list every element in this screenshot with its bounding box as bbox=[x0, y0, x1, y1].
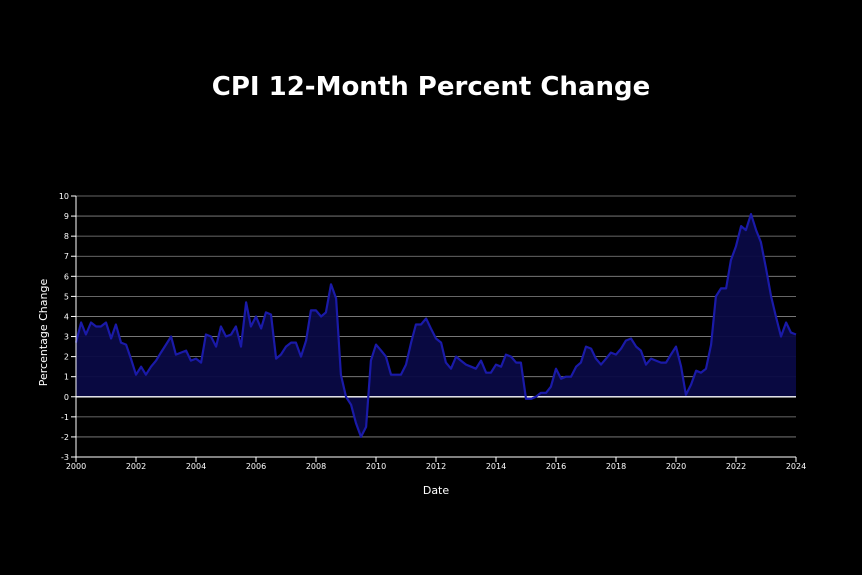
y-tick: 0 bbox=[64, 393, 76, 402]
y-tick: 10 bbox=[59, 192, 76, 201]
axes bbox=[75, 196, 796, 458]
x-axis-label: Date bbox=[423, 484, 450, 497]
x-tick: 2024 bbox=[786, 457, 806, 471]
x-tick-label: 2010 bbox=[366, 462, 386, 471]
x-tick: 2012 bbox=[426, 457, 446, 471]
x-tick: 2016 bbox=[546, 457, 566, 471]
x-tick: 2008 bbox=[306, 457, 326, 471]
x-tick: 2006 bbox=[246, 457, 266, 471]
y-tick-label: 2 bbox=[64, 353, 69, 362]
x-tick-label: 2004 bbox=[186, 462, 206, 471]
x-tick-label: 2020 bbox=[666, 462, 686, 471]
x-tick-label: 2014 bbox=[486, 462, 506, 471]
x-tick-label: 2022 bbox=[726, 462, 746, 471]
x-tick: 2000 bbox=[66, 457, 86, 471]
x-tick-label: 2016 bbox=[546, 462, 566, 471]
chart-title: CPI 12-Month Percent Change bbox=[211, 72, 651, 102]
x-tick-label: 2024 bbox=[786, 462, 806, 471]
y-tick: 2 bbox=[64, 353, 76, 362]
x-tick: 2018 bbox=[606, 457, 626, 471]
x-tick-label: 2000 bbox=[66, 462, 86, 471]
x-tick-label: 2006 bbox=[246, 462, 266, 471]
x-tick-label: 2002 bbox=[126, 462, 146, 471]
y-tick-label: 8 bbox=[64, 232, 69, 241]
y-tick-label: 3 bbox=[64, 333, 69, 342]
y-tick-label: 4 bbox=[64, 312, 69, 321]
x-tick-label: 2008 bbox=[306, 462, 326, 471]
y-axis-ticks: -3 -2 -1 0 1 2 3 4 5 6 7 8 9 10 bbox=[59, 192, 76, 462]
y-tick: 6 bbox=[64, 272, 76, 281]
y-tick-label: 6 bbox=[64, 272, 69, 281]
x-tick: 2010 bbox=[366, 457, 386, 471]
y-tick: -1 bbox=[61, 413, 76, 422]
x-tick: 2022 bbox=[726, 457, 746, 471]
y-tick: 9 bbox=[64, 212, 76, 221]
y-tick-label: -2 bbox=[61, 433, 69, 442]
y-tick: 4 bbox=[64, 312, 76, 321]
x-axis-ticks: 2000 2002 2004 2006 2008 2010 2012 2014 2016 2018… bbox=[66, 457, 806, 471]
y-tick-label: -3 bbox=[61, 453, 69, 462]
x-tick: 2020 bbox=[666, 457, 686, 471]
y-tick-label: 7 bbox=[64, 252, 69, 261]
y-tick-label: 1 bbox=[64, 373, 69, 382]
y-tick: 1 bbox=[64, 373, 76, 382]
x-tick-label: 2012 bbox=[426, 462, 446, 471]
y-tick: 5 bbox=[64, 292, 76, 301]
cpi-area bbox=[76, 214, 796, 437]
y-axis-label: Percentage Change bbox=[37, 279, 50, 387]
y-tick: -3 bbox=[61, 453, 76, 462]
y-tick: 7 bbox=[64, 252, 76, 261]
y-tick-label: 10 bbox=[59, 192, 69, 201]
grid-lines bbox=[76, 195, 796, 458]
cpi-line bbox=[74, 213, 797, 438]
y-tick: 3 bbox=[64, 333, 76, 342]
y-tick: -2 bbox=[61, 433, 76, 442]
x-tick-label: 2018 bbox=[606, 462, 626, 471]
x-tick: 2002 bbox=[126, 457, 146, 471]
y-tick-label: 5 bbox=[64, 292, 69, 301]
y-tick-label: -1 bbox=[61, 413, 69, 422]
x-tick: 2004 bbox=[186, 457, 206, 471]
y-tick: 8 bbox=[64, 232, 76, 241]
y-tick-label: 9 bbox=[64, 212, 69, 221]
x-tick: 2014 bbox=[486, 457, 506, 471]
y-tick-label: 0 bbox=[64, 393, 69, 402]
